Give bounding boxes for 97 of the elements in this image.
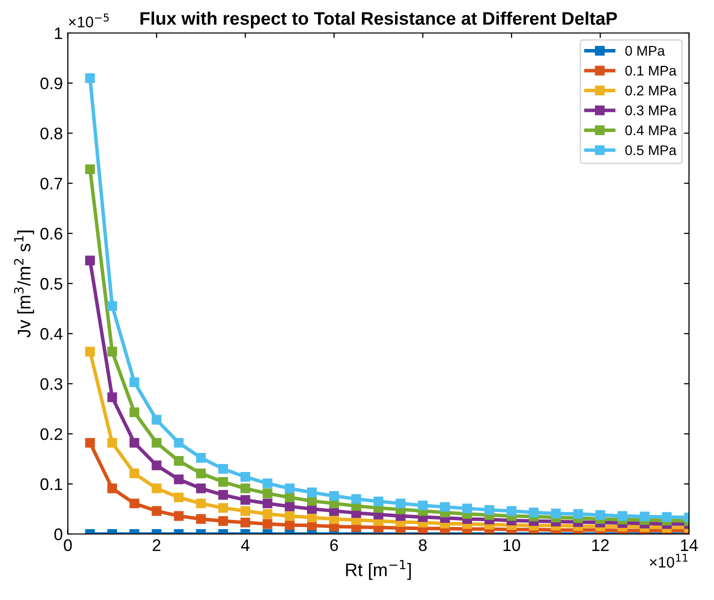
text: ×10$^{−5}$ (68, 14, 109, 28)
point (218, 503, 228, 513)
point (174, 456, 184, 466)
y-tick-label: 1 (54, 28, 62, 40)
y-tick-label: 0.5 (40, 278, 62, 290)
legend-label: 0.3 MPa (625, 106, 677, 116)
point (107, 346, 118, 356)
point (174, 511, 184, 521)
point (618, 511, 628, 521)
point (85, 73, 95, 83)
point (329, 491, 339, 501)
x-tick-label: 12 (592, 539, 609, 551)
legend-label: 0.5 MPa (625, 145, 677, 156)
point (152, 414, 162, 425)
point (284, 484, 295, 494)
point (218, 516, 228, 526)
point (152, 460, 162, 470)
legend-label: 0.1 MPa (625, 66, 677, 76)
point (85, 346, 95, 356)
point (640, 512, 650, 522)
point (218, 464, 228, 474)
y-tick-label: 0.3 (40, 378, 62, 390)
x-tick-label: 2 (152, 539, 160, 551)
point (551, 508, 561, 518)
point (240, 472, 250, 482)
point (284, 502, 295, 512)
point (307, 488, 317, 498)
point (130, 498, 140, 508)
point (240, 518, 250, 528)
point (573, 509, 583, 519)
point (130, 407, 140, 418)
point (484, 505, 494, 515)
point (240, 506, 250, 516)
y-tick-label: 0.8 (40, 128, 62, 140)
y-tick-label: 0.6 (40, 228, 62, 240)
point (196, 484, 206, 494)
point (196, 468, 206, 478)
point (152, 438, 162, 448)
point (174, 474, 184, 484)
point (130, 438, 140, 448)
point (440, 502, 450, 512)
y-tick-label: 0 (54, 528, 62, 540)
y-tick-label: 0.2 (40, 428, 62, 440)
point (240, 495, 250, 505)
x-tick-label: 14 (681, 539, 698, 551)
legend-label: 0.4 MPa (625, 125, 677, 136)
chart-title: Flux with respect to Total Resistance at Different DeltaP (140, 12, 617, 28)
point (107, 392, 118, 402)
x-tick-label: 10 (504, 539, 520, 552)
y-tick-label: 0.7 (40, 178, 62, 190)
point (284, 492, 295, 502)
point (196, 514, 206, 524)
point (240, 484, 250, 494)
point (262, 519, 272, 529)
point (218, 490, 228, 500)
x-tick-label: 0 (64, 539, 72, 552)
point (595, 510, 606, 520)
point (262, 498, 272, 508)
point (107, 484, 118, 494)
point (262, 509, 272, 519)
point (284, 520, 295, 530)
point (196, 452, 206, 463)
point (85, 256, 95, 266)
text: ×10$^{11}$ (650, 554, 688, 568)
point (85, 438, 95, 448)
x-tick-label: 4 (241, 539, 250, 551)
y-tick-label: 0.1 (40, 478, 62, 490)
point (196, 498, 206, 508)
point (130, 468, 140, 478)
x-tick-label: 8 (418, 539, 427, 552)
point (284, 511, 295, 521)
point (528, 508, 539, 518)
point (374, 496, 384, 506)
point (396, 498, 406, 508)
point (152, 484, 162, 494)
point (85, 164, 95, 174)
y-tick-label: 0.4 (40, 328, 62, 340)
point (218, 477, 228, 487)
y-axis-title: Jv [m$^{3}$/m$^{2}$ s$^{1}$] (14, 230, 34, 338)
point (662, 512, 672, 522)
point (174, 492, 184, 502)
point (130, 377, 140, 388)
point (152, 506, 162, 516)
legend-label: 0.2 MPa (625, 86, 677, 96)
point (107, 438, 118, 448)
point (462, 504, 472, 514)
x-tick-label: 6 (330, 539, 338, 552)
point (351, 494, 362, 504)
point (107, 301, 118, 311)
legend-label: 0 MPa (625, 46, 665, 56)
point (418, 500, 428, 510)
point (174, 438, 184, 448)
y-tick-label: 0.9 (40, 78, 62, 90)
point (262, 478, 272, 488)
x-axis-title: Rt [m$^{−1}$] (346, 560, 411, 580)
point (262, 488, 272, 498)
point (506, 506, 516, 516)
